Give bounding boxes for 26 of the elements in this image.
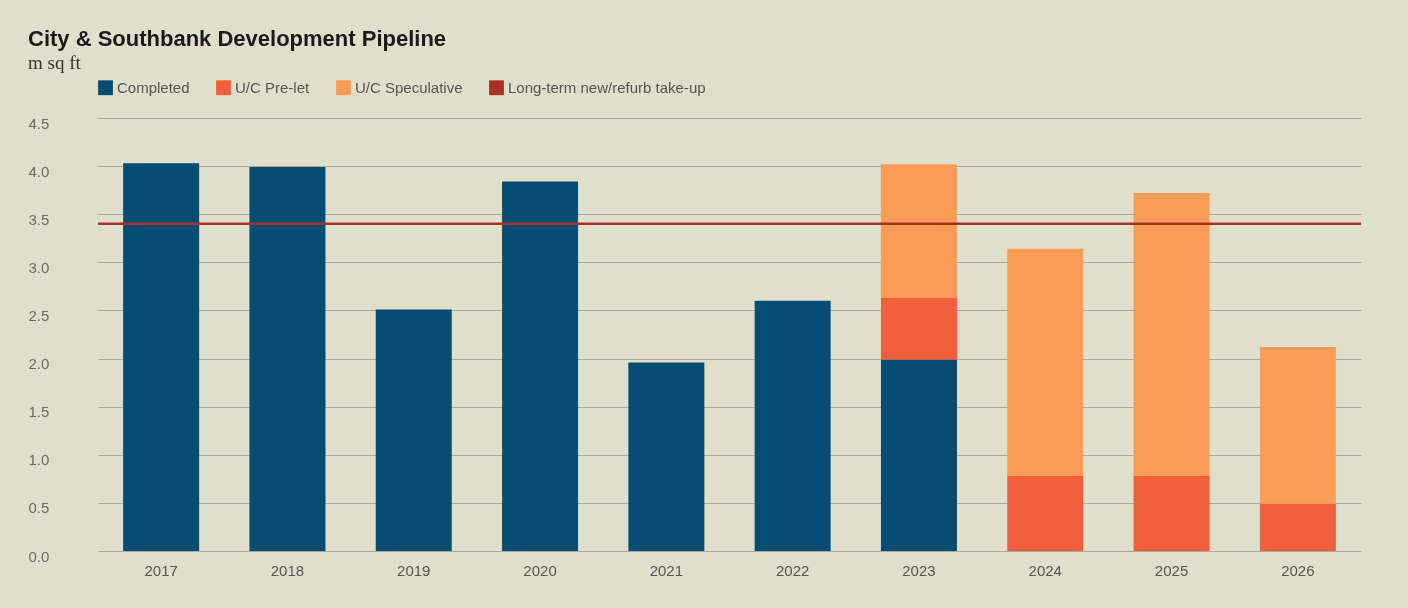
x-tick-label: 2022 [775, 561, 810, 579]
y-tick-label: 0.0 [28, 547, 50, 565]
x-tick-label: 2018 [270, 561, 305, 579]
chart-title: City & Southbank Development Pipeline [28, 26, 447, 51]
legend-label: Long-term new/refurb take-up [508, 78, 706, 96]
x-tick-label: 2017 [144, 561, 178, 579]
y-tick-label: 1.0 [28, 451, 50, 469]
x-tick-label: 2019 [397, 561, 431, 579]
y-tick-label: 0.5 [28, 499, 50, 517]
x-tick-label: 2026 [1281, 561, 1315, 579]
x-tick-label: 2024 [1028, 561, 1062, 579]
x-tick-label: 2020 [523, 561, 557, 579]
chart-subtitle: m sq ft [28, 52, 82, 73]
y-tick-label: 1.5 [28, 403, 50, 421]
legend-label: U/C Pre-let [235, 78, 311, 96]
y-tick-label: 3.5 [28, 210, 50, 228]
x-tick-label: 2025 [1154, 561, 1189, 579]
legend-label: U/C Speculative [355, 78, 463, 96]
y-tick-label: 2.0 [28, 355, 50, 373]
y-tick-label: 2.5 [28, 306, 50, 324]
x-tick-label: 2023 [902, 561, 936, 579]
y-tick-label: 4.0 [28, 162, 50, 180]
legend-label: Completed [117, 78, 190, 96]
y-tick-label: 3.0 [28, 258, 50, 276]
x-tick-label: 2021 [649, 561, 684, 579]
y-tick-label: 4.5 [28, 114, 50, 132]
